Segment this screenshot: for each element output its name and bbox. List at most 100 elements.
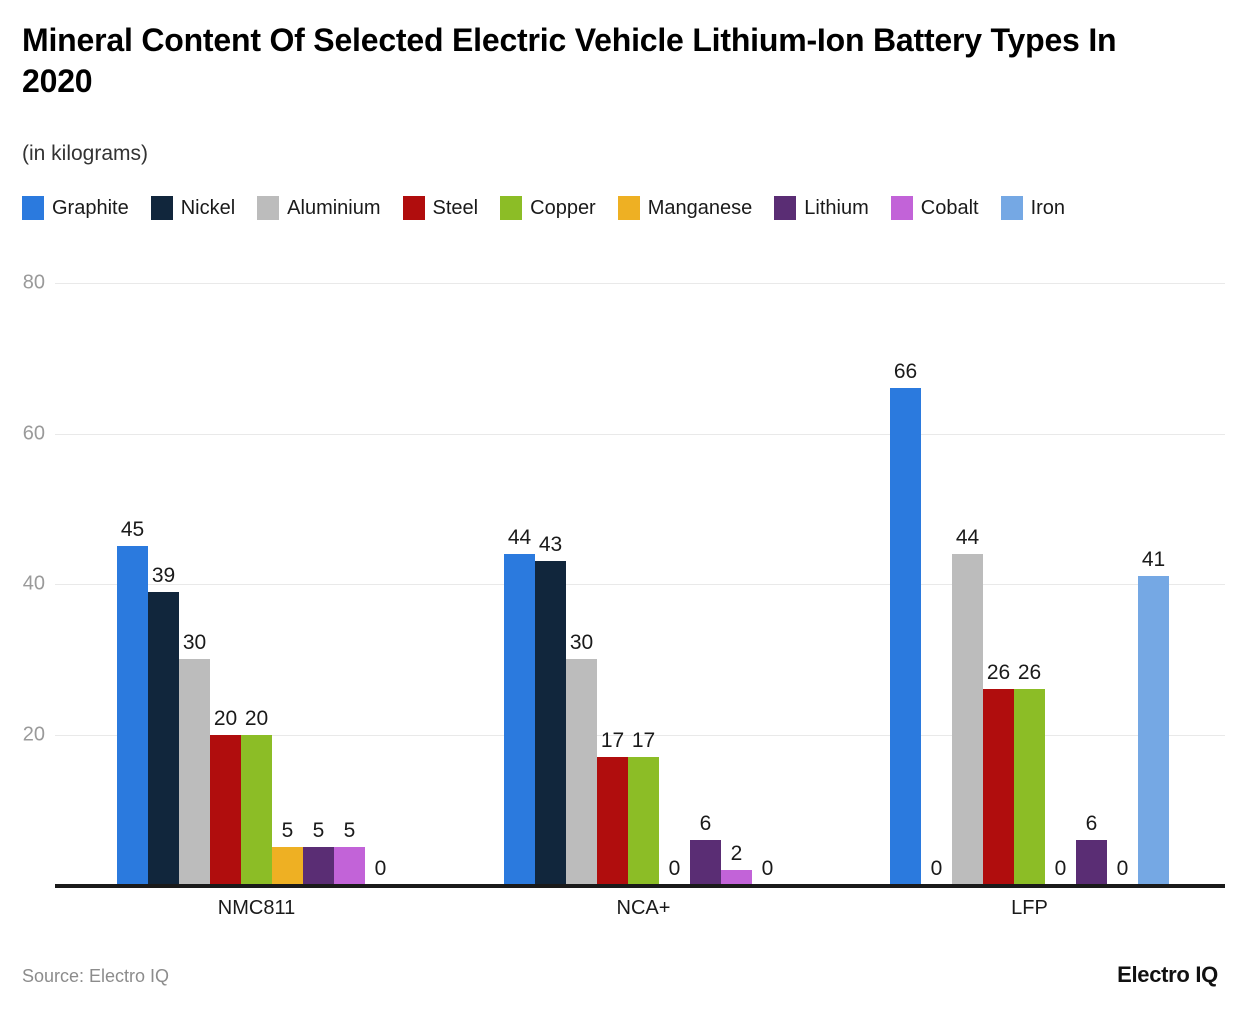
legend-item-lithium[interactable]: Lithium bbox=[774, 196, 869, 220]
legend-item-iron[interactable]: Iron bbox=[1000, 196, 1066, 220]
bar-nca+-graphite[interactable]: 44 bbox=[504, 283, 535, 885]
bar-lfp-lithium[interactable]: 6 bbox=[1076, 283, 1107, 885]
legend-item-label: Cobalt bbox=[920, 196, 979, 219]
bar-nmc811-copper[interactable]: 20 bbox=[241, 283, 272, 885]
bar-rect bbox=[1076, 839, 1107, 885]
bar-value-label: 39 bbox=[151, 563, 176, 587]
source-note: Source: Electro IQ bbox=[22, 966, 170, 986]
bar-lfp-manganese[interactable]: 0 bbox=[1045, 283, 1076, 885]
bar-nca+-copper[interactable]: 17 bbox=[628, 283, 659, 885]
legend-item-label: Iron bbox=[1030, 196, 1066, 219]
legend-swatch-icon bbox=[617, 196, 640, 220]
x-axis-label-nmc811: NMC811 bbox=[217, 897, 296, 919]
bar-rect bbox=[241, 734, 272, 885]
x-axis-label-lfp: LFP bbox=[1011, 897, 1048, 919]
brand-logo: Electro IQ bbox=[1117, 962, 1218, 987]
legend-swatch-icon bbox=[1000, 196, 1023, 220]
bar-lfp-cobalt[interactable]: 0 bbox=[1107, 283, 1138, 885]
legend-item-label: Lithium bbox=[804, 196, 869, 219]
bar-nca+-steel[interactable]: 17 bbox=[597, 283, 628, 885]
bar-value-label: 43 bbox=[538, 533, 563, 557]
bar-value-label: 0 bbox=[1116, 857, 1129, 880]
legend-item-label: Manganese bbox=[647, 196, 753, 219]
bar-rect bbox=[117, 546, 148, 885]
bar-lfp-copper[interactable]: 26 bbox=[1014, 283, 1045, 885]
legend-item-label: Aluminium bbox=[287, 196, 381, 219]
page-title: Mineral Content Of Selected Electric Veh… bbox=[22, 22, 1117, 99]
bar-lfp-iron[interactable]: 41 bbox=[1138, 283, 1169, 885]
bar-lfp-nickel[interactable]: 0 bbox=[921, 283, 952, 885]
bar-value-label: 26 bbox=[986, 661, 1011, 685]
y-axis-tick-label: 60 bbox=[22, 422, 45, 444]
bar-rect bbox=[890, 388, 921, 885]
bar-value-label: 30 bbox=[569, 631, 594, 655]
plot-area: 20 40 60 80 45 39 30 20 20 5 5 5 0 44 43 30 17 17 0 6 2 0 66 0 4… bbox=[23, 272, 1225, 885]
legend-item-aluminium[interactable]: Aluminium bbox=[257, 196, 381, 220]
y-axis-tick-label: 20 bbox=[22, 723, 45, 745]
bar-rect bbox=[303, 847, 334, 885]
bar-value-label: 5 bbox=[343, 819, 356, 843]
legend-swatch-icon bbox=[22, 196, 44, 220]
legend-swatch-icon bbox=[150, 196, 173, 220]
bar-rect bbox=[952, 553, 983, 885]
bar-nca+-aluminium[interactable]: 30 bbox=[566, 283, 597, 885]
gridline bbox=[55, 433, 1225, 435]
legend-item-nickel[interactable]: Nickel bbox=[150, 196, 235, 220]
bar-lfp-graphite[interactable]: 66 bbox=[890, 283, 921, 885]
bar-nmc811-steel[interactable]: 20 bbox=[210, 283, 241, 885]
bar-value-label: 2 bbox=[730, 841, 743, 865]
y-axis-tick-label: 80 bbox=[22, 271, 45, 294]
legend-item-label: Steel bbox=[432, 196, 479, 219]
bar-nca+-nickel[interactable]: 43 bbox=[535, 283, 566, 885]
y-axis-tick-label: 40 bbox=[22, 572, 45, 595]
bar-nmc811-iron[interactable]: 0 bbox=[365, 283, 396, 885]
bar-value-label: 0 bbox=[1054, 857, 1067, 880]
x-axis-label-nca+: NCA+ bbox=[616, 897, 671, 919]
bar-nmc811-nickel[interactable]: 39 bbox=[148, 283, 179, 885]
legend-item-steel[interactable]: Steel bbox=[402, 196, 479, 220]
legend-swatch-icon bbox=[890, 196, 913, 220]
bar-value-label: 0 bbox=[668, 857, 681, 880]
bar-value-label: 44 bbox=[507, 525, 532, 549]
legend-item-manganese[interactable]: Manganese bbox=[617, 196, 753, 220]
chart-subtitle: (in kilograms) bbox=[22, 142, 149, 165]
legend-item-label: Graphite bbox=[52, 196, 129, 219]
bar-lfp-steel[interactable]: 26 bbox=[983, 283, 1014, 885]
bar-rect bbox=[628, 757, 659, 885]
bar-rect bbox=[272, 847, 303, 885]
legend-swatch-icon bbox=[500, 196, 523, 220]
bar-value-label: 0 bbox=[761, 857, 774, 880]
bar-nca+-lithium[interactable]: 6 bbox=[690, 283, 721, 885]
legend-item-cobalt[interactable]: Cobalt bbox=[890, 196, 979, 220]
bar-nca+-manganese[interactable]: 0 bbox=[659, 283, 690, 885]
legend-swatch-icon bbox=[257, 196, 280, 220]
bar-nmc811-cobalt[interactable]: 5 bbox=[334, 283, 365, 885]
bar-nca+-cobalt[interactable]: 2 bbox=[721, 283, 752, 885]
bar-rect bbox=[721, 869, 752, 885]
bar-value-label: 30 bbox=[182, 631, 207, 655]
legend-item-graphite[interactable]: Graphite bbox=[22, 196, 129, 220]
legend-item-copper[interactable]: Copper bbox=[500, 196, 596, 220]
legend-item-label: Copper bbox=[530, 196, 596, 219]
bar-value-label: 66 bbox=[893, 360, 918, 384]
bar-value-label: 45 bbox=[120, 518, 145, 542]
bar-nmc811-aluminium[interactable]: 30 bbox=[179, 283, 210, 885]
bar-value-label: 44 bbox=[955, 525, 980, 549]
bar-rect bbox=[179, 659, 210, 885]
chart-legend: Graphite Nickel Aluminium Steel Copper Mangan… bbox=[22, 196, 1087, 220]
bar-nca+-iron[interactable]: 0 bbox=[752, 283, 783, 885]
bar-value-label: 41 bbox=[1141, 548, 1166, 572]
bar-value-label: 26 bbox=[1017, 661, 1042, 685]
x-axis-baseline bbox=[55, 884, 1225, 888]
bar-value-label: 17 bbox=[631, 729, 656, 753]
bar-nmc811-manganese[interactable]: 5 bbox=[272, 283, 303, 885]
bar-nmc811-graphite[interactable]: 45 bbox=[117, 283, 148, 885]
bar-lfp-aluminium[interactable]: 44 bbox=[952, 283, 983, 885]
bar-value-label: 17 bbox=[600, 729, 625, 753]
bar-value-label: 20 bbox=[244, 706, 269, 730]
bar-value-label: 0 bbox=[930, 857, 943, 880]
bar-nmc811-lithium[interactable]: 5 bbox=[303, 283, 334, 885]
bar-value-label: 6 bbox=[1085, 811, 1098, 835]
bar-rect bbox=[1014, 689, 1045, 885]
